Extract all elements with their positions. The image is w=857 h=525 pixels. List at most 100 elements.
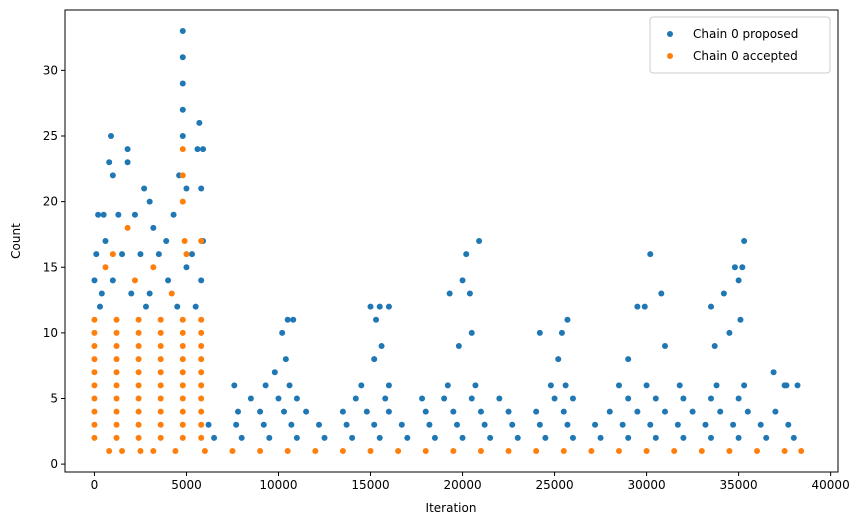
point [763, 434, 770, 441]
point [641, 303, 648, 310]
point [91, 343, 98, 349]
point [257, 408, 264, 415]
point [201, 448, 208, 454]
point [698, 448, 705, 454]
point [142, 303, 149, 310]
point [194, 146, 201, 153]
point [735, 277, 742, 284]
point [555, 356, 562, 363]
point [113, 316, 120, 323]
point [619, 421, 626, 428]
x-tick-label: 5000 [171, 478, 202, 492]
point [509, 421, 516, 428]
point [798, 448, 805, 454]
legend-label: Chain 0 accepted [693, 49, 798, 63]
point [113, 382, 120, 389]
point [135, 382, 142, 389]
point [741, 382, 748, 389]
point [385, 408, 392, 415]
point [179, 408, 186, 415]
point [419, 395, 426, 402]
point [551, 395, 558, 402]
point [730, 421, 737, 428]
plot-area [91, 28, 805, 454]
point [179, 369, 186, 376]
point [731, 264, 738, 271]
point [91, 395, 98, 402]
point [680, 395, 687, 402]
point [398, 421, 405, 428]
point [115, 211, 122, 218]
point [179, 316, 186, 323]
point [496, 395, 503, 402]
y-tick-label: 10 [43, 326, 58, 340]
point [282, 356, 289, 363]
point [150, 448, 157, 454]
point [735, 395, 742, 402]
point [135, 356, 142, 363]
point [106, 159, 113, 166]
point [382, 395, 389, 402]
point [179, 80, 186, 87]
point [558, 329, 565, 336]
x-axis-label: Iteration [426, 501, 477, 515]
point [98, 290, 105, 297]
point [146, 198, 153, 205]
legend-marker [667, 53, 673, 59]
point [91, 408, 98, 415]
point [198, 382, 205, 389]
point [262, 382, 269, 389]
point [108, 133, 115, 139]
point [652, 434, 659, 441]
point [93, 251, 100, 258]
point [385, 303, 392, 310]
point [113, 369, 120, 376]
point [102, 238, 109, 244]
point [455, 343, 462, 349]
point [198, 343, 205, 349]
point [165, 277, 172, 284]
point [168, 290, 175, 297]
point [446, 290, 453, 297]
point [422, 408, 429, 415]
point [735, 434, 742, 441]
point [157, 316, 164, 323]
point [726, 448, 733, 454]
point [505, 448, 512, 454]
point [124, 146, 131, 153]
point [708, 395, 715, 402]
point [404, 434, 411, 441]
point [179, 133, 186, 139]
point [293, 395, 300, 402]
point [113, 329, 120, 336]
point [183, 264, 190, 271]
point [466, 290, 473, 297]
point [339, 408, 346, 415]
point [536, 329, 543, 336]
point [468, 329, 475, 336]
point [109, 277, 116, 284]
point [131, 277, 138, 284]
point [135, 421, 142, 428]
point [376, 303, 383, 310]
point [284, 448, 291, 454]
point [676, 382, 683, 389]
point [615, 382, 622, 389]
point [157, 356, 164, 363]
point [198, 369, 205, 376]
point [477, 448, 484, 454]
point [288, 421, 295, 428]
point [113, 421, 120, 428]
point [109, 251, 116, 258]
point [157, 434, 164, 441]
point [547, 382, 554, 389]
point [794, 382, 801, 389]
point [235, 408, 242, 415]
point [643, 448, 650, 454]
plot-frame [64, 9, 839, 473]
point [266, 434, 273, 441]
legend-marker [667, 31, 673, 37]
point [373, 316, 380, 323]
point [321, 434, 328, 441]
point [431, 434, 438, 441]
